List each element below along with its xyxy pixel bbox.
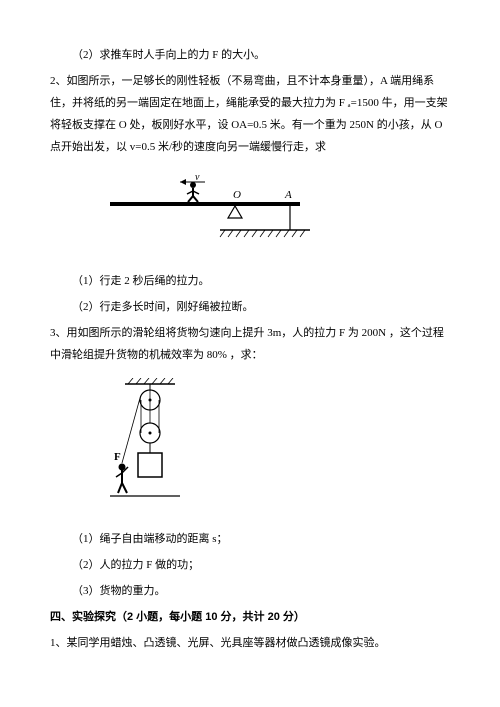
load-box [138, 453, 162, 477]
pulley-diagram: F [110, 378, 450, 516]
q3-sub1: （1）绳子自由端移动的距离 s； [50, 528, 450, 550]
s4-q1: 1、某同学用蜡烛、凸透镜、光屏、光具座等器材做凸透镜成像实验。 [50, 632, 450, 654]
q3-sub3: （3）货物的重力。 [50, 580, 450, 602]
section4-title: 四、实验探究（2 小题，每小题 10 分，共计 20 分） [50, 606, 450, 628]
label-O: O [233, 189, 241, 201]
q1-sub2: （2）求推车时人手向上的力 F 的大小。 [50, 44, 450, 66]
board [110, 202, 300, 206]
q2-main: 2、如图所示，一足够长的刚性轻板（不易弯曲，且不计本身重量），A 端用绳系住，并… [50, 70, 450, 158]
lever-diagram: v O A [110, 170, 450, 258]
label-v: v [195, 172, 200, 183]
label-A: A [284, 189, 292, 201]
person-pulling-icon [116, 464, 128, 494]
support-icon [228, 206, 242, 218]
label-F: F [114, 451, 121, 463]
q2-sub1: （1）行走 2 秒后绳的拉力。 [50, 270, 450, 292]
q3-sub2: （2）人的拉力 F 做的功； [50, 554, 450, 576]
ground-hatch [220, 230, 305, 237]
q2-sub2: （2）行走多长时间，刚好绳被拉断。 [50, 296, 450, 318]
person-icon [187, 182, 199, 202]
q3-main: 3、用如图所示的滑轮组将货物匀速向上提升 3m，人的拉力 F 为 200N ，这… [50, 322, 450, 366]
